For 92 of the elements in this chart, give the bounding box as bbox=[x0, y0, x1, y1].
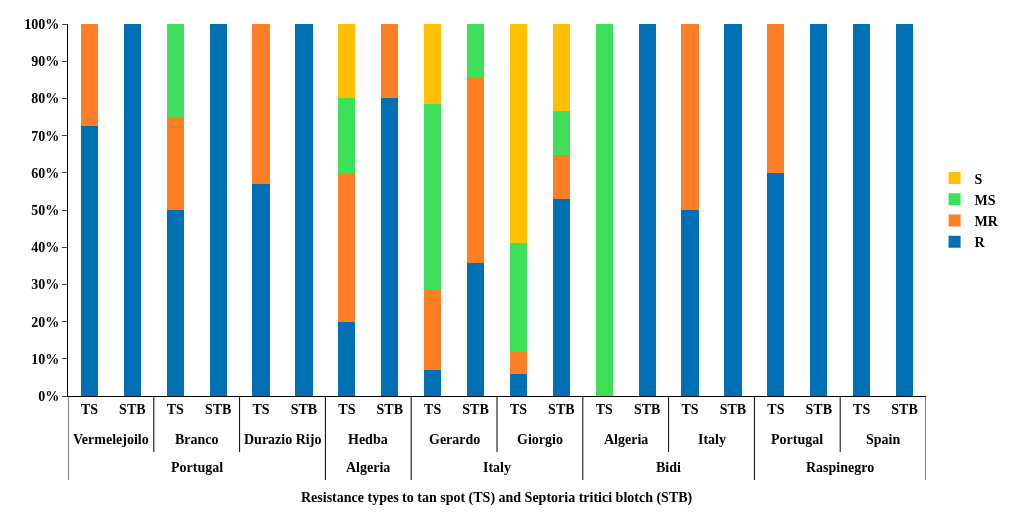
text: Branco bbox=[175, 432, 219, 447]
x-tick-label: STB bbox=[719, 401, 747, 417]
bar bbox=[466, 24, 485, 78]
bar bbox=[338, 321, 356, 396]
bar bbox=[338, 24, 356, 99]
x-tick-label: TS bbox=[681, 401, 699, 417]
y-tick-label: 90% bbox=[31, 54, 60, 70]
text: Gerardo bbox=[429, 432, 481, 447]
bar bbox=[509, 24, 528, 243]
bar bbox=[424, 289, 442, 370]
y-tick-label: 80% bbox=[31, 91, 60, 107]
bar bbox=[552, 111, 570, 156]
bar bbox=[509, 352, 528, 375]
bar bbox=[681, 24, 699, 210]
y-tick-label: 60% bbox=[31, 165, 60, 181]
text: Portugal bbox=[771, 432, 824, 447]
text: Raspinegro bbox=[806, 460, 875, 475]
bar bbox=[381, 24, 399, 99]
bar bbox=[724, 24, 742, 396]
bar bbox=[895, 24, 914, 396]
text: Algeria bbox=[604, 432, 649, 447]
bar bbox=[381, 98, 399, 396]
text: Durazio Rijo bbox=[244, 432, 322, 447]
x-tick-label: STB bbox=[891, 401, 918, 417]
bar bbox=[252, 183, 270, 396]
legend-label: S bbox=[974, 171, 983, 187]
x-tick-label: STB bbox=[633, 401, 661, 417]
x-tick-label: STB bbox=[119, 401, 146, 417]
x-tick-label: STB bbox=[462, 401, 489, 417]
bar bbox=[338, 172, 356, 322]
y-tick-label: 100% bbox=[24, 16, 60, 32]
x-tick-label: TS bbox=[853, 401, 871, 417]
text: Hedba bbox=[348, 432, 388, 447]
bar bbox=[638, 24, 656, 396]
x-tick-label: STB bbox=[290, 401, 318, 417]
bar bbox=[552, 155, 570, 200]
y-tick-label: 0% bbox=[38, 388, 60, 404]
x-tick-label: TS bbox=[338, 401, 356, 417]
text: Bidi bbox=[656, 460, 682, 475]
bar bbox=[466, 263, 485, 396]
bar bbox=[595, 24, 613, 396]
bar bbox=[552, 24, 570, 112]
text: Italy bbox=[483, 460, 511, 475]
text: Giorgio bbox=[517, 432, 563, 447]
x-tick-label: TS bbox=[424, 401, 442, 417]
y-tick-label: 10% bbox=[31, 351, 60, 367]
text: Algeria bbox=[346, 460, 391, 475]
bar bbox=[424, 369, 442, 396]
bar bbox=[295, 24, 313, 396]
bar bbox=[166, 117, 184, 210]
bar bbox=[681, 210, 699, 396]
x-tick-label: STB bbox=[805, 401, 832, 417]
legend-label: MR bbox=[974, 213, 999, 229]
bar bbox=[252, 24, 270, 184]
x-tick-label: TS bbox=[252, 401, 270, 417]
x-tick-label: TS bbox=[509, 401, 528, 417]
text: Italy bbox=[698, 432, 726, 447]
text: Portugal bbox=[171, 460, 224, 475]
text: Vermelejoilo bbox=[73, 432, 149, 447]
bar bbox=[509, 242, 528, 353]
x-tick-label: TS bbox=[80, 401, 99, 417]
x-tick-label: STB bbox=[548, 401, 575, 417]
bar bbox=[424, 103, 442, 290]
text: Resistance types to tan spot (TS) and Septoria tritici blotch (STB) bbox=[301, 490, 693, 506]
bar bbox=[80, 125, 99, 396]
bar bbox=[80, 24, 99, 126]
legend-label: R bbox=[974, 235, 986, 251]
x-tick-label: TS bbox=[166, 401, 185, 417]
bar bbox=[338, 98, 356, 173]
bar bbox=[767, 172, 785, 396]
text: Spain bbox=[866, 432, 901, 447]
x-tick-label: STB bbox=[376, 401, 403, 417]
bar bbox=[424, 24, 442, 104]
legend-label: MS bbox=[974, 192, 996, 208]
bar bbox=[509, 374, 528, 396]
bar bbox=[552, 199, 570, 396]
y-tick-label: 30% bbox=[31, 277, 60, 293]
y-tick-label: 50% bbox=[31, 202, 60, 218]
bar bbox=[166, 210, 184, 396]
y-tick-label: 70% bbox=[31, 128, 60, 144]
bar bbox=[767, 24, 785, 173]
bar bbox=[853, 24, 871, 396]
bar bbox=[166, 24, 184, 117]
x-tick-label: TS bbox=[767, 401, 785, 417]
x-tick-label: STB bbox=[204, 401, 232, 417]
bar bbox=[123, 24, 141, 396]
bar bbox=[209, 24, 227, 396]
bar bbox=[466, 77, 485, 264]
x-tick-label: TS bbox=[595, 401, 614, 417]
y-tick-label: 40% bbox=[31, 240, 60, 256]
y-tick-label: 20% bbox=[31, 314, 60, 330]
bar bbox=[810, 24, 828, 396]
